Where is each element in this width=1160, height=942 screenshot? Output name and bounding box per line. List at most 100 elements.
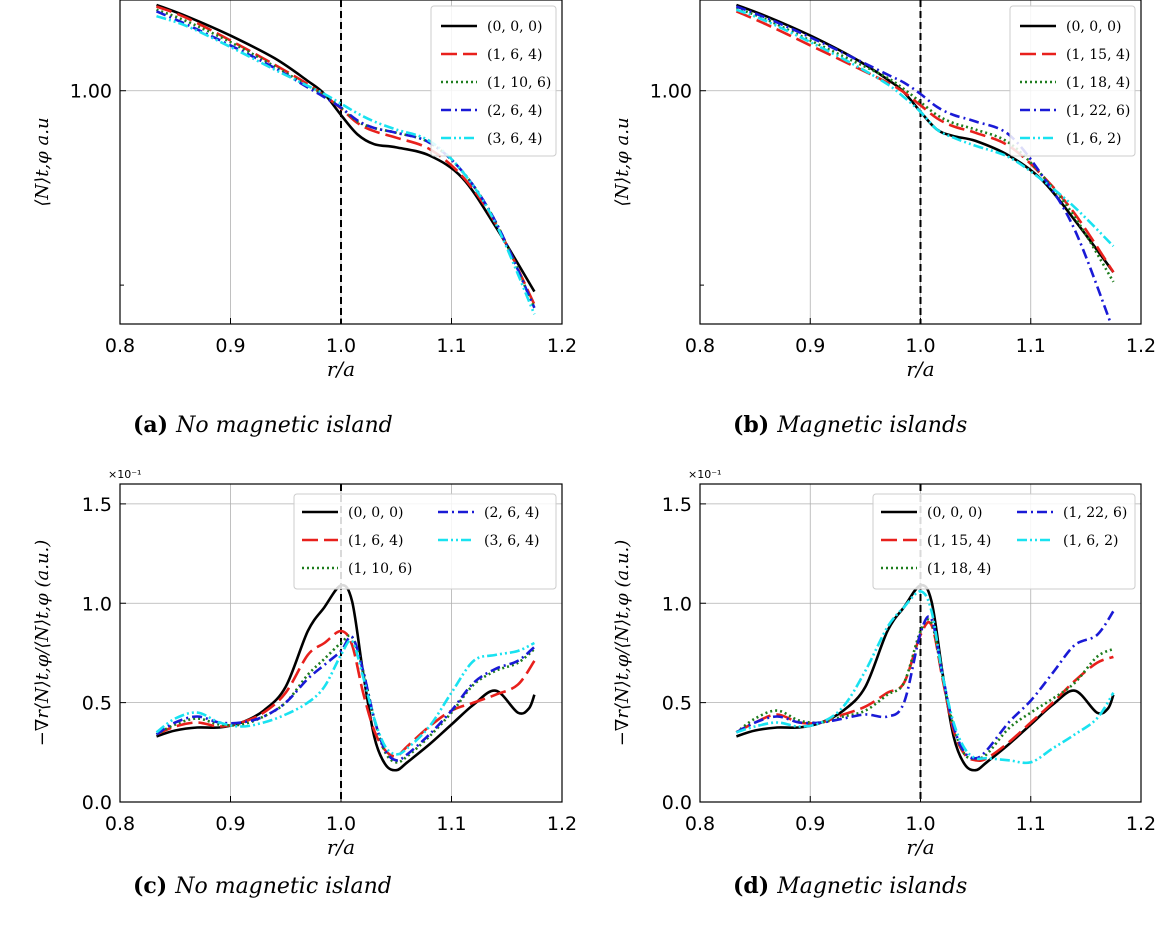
legend-label: (0, 0, 0) [1066, 19, 1121, 35]
legend-box [872, 493, 1136, 590]
legend: (0, 0, 0) (1, 6, 4) (1, 10, 6) (2, 6, 4) (3,… [293, 493, 557, 590]
legend-box [1009, 5, 1136, 157]
caption-text: No magnetic island [174, 874, 392, 899]
x-tick-label: 1.0 [326, 813, 356, 835]
plot-frame [699, 0, 1142, 325]
y-tick-label: 0.5 [662, 693, 692, 715]
panel-a: 1.00 0.8 0.9 1.0 1.1 1.2 r/a ⟨N⟩t,φ a.u (0, 0, 0… [32, 0, 577, 438]
series-line-4 [735, 590, 1115, 765]
x-tick-label: 1.0 [905, 335, 935, 357]
legend-label: (1, 18, 4) [1066, 75, 1130, 91]
x-tick-label: 1.1 [1016, 813, 1046, 835]
legend-label: (0, 0, 0) [927, 505, 982, 521]
legend-label: (1, 6, 2) [1063, 533, 1118, 549]
y-tick-label: 0.5 [82, 693, 112, 715]
legend-label: (1, 10, 6) [487, 75, 551, 91]
x-tick-label: 1.1 [436, 813, 466, 835]
y-tick-label: 0.0 [662, 792, 692, 814]
caption-text: No magnetic island [175, 413, 393, 438]
y-multiplier: ×10⁻¹ [688, 468, 721, 481]
series-line-2 [735, 618, 1114, 760]
legend-label: (2, 6, 4) [487, 103, 542, 119]
series-line-1 [735, 620, 1114, 763]
legend-label: (1, 6, 4) [487, 47, 542, 63]
series-line-0 [735, 583, 1115, 772]
caption-label: (c) [133, 873, 167, 899]
legend: (0, 0, 0) (1, 15, 4) (1, 18, 4) (1, 22, 6) (… [872, 493, 1136, 590]
x-tick-label: 0.8 [685, 813, 715, 835]
legend-label: (1, 10, 6) [348, 561, 412, 577]
x-axis-label: r/a [906, 357, 934, 381]
y-tick-label: 0.0 [82, 792, 112, 814]
caption: (c) No magnetic island [133, 873, 392, 899]
series-line-1 [155, 629, 536, 758]
legend-label: (1, 6, 4) [348, 533, 403, 549]
x-tick-label: 0.9 [215, 335, 245, 357]
legend-box [430, 5, 557, 157]
legend-label: (1, 22, 6) [1066, 103, 1130, 119]
y-tick-label: 1.00 [70, 81, 112, 103]
caption: (d) Magnetic islands [733, 873, 967, 899]
legend-label: (3, 6, 4) [487, 131, 542, 147]
x-tick-label: 1.2 [547, 813, 577, 835]
y-tick-label: 1.00 [650, 81, 692, 103]
plot-frame [699, 483, 1142, 803]
legend-label: (1, 15, 4) [927, 533, 991, 549]
x-tick-label: 1.1 [436, 335, 466, 357]
caption-label: (b) [733, 412, 769, 438]
x-tick-label: 0.8 [105, 813, 135, 835]
x-tick-label: 0.9 [215, 813, 245, 835]
caption: (a) No magnetic island [133, 412, 393, 438]
legend: (0, 0, 0) (1, 6, 4) (1, 10, 6) (2, 6, 4) (3,… [430, 5, 557, 157]
legend: (0, 0, 0) (1, 15, 4) (1, 18, 4) (1, 22, 6) (… [1009, 5, 1136, 157]
series-group [735, 583, 1115, 772]
caption-label: (d) [733, 873, 769, 899]
legend-box [293, 493, 557, 590]
y-axis-label: −∇r⟨N⟩t,φ/⟨N⟩t,φ (a.u.) [612, 540, 633, 747]
series-line-2 [735, 6, 1115, 283]
series-group [155, 3, 536, 315]
x-tick-label: 1.2 [1126, 335, 1156, 357]
x-tick-label: 0.9 [795, 813, 825, 835]
x-tick-label: 0.8 [685, 335, 715, 357]
y-tick-label: 1.5 [82, 494, 112, 516]
legend-label: (0, 0, 0) [487, 19, 542, 35]
x-tick-label: 1.2 [547, 335, 577, 357]
x-axis-label: r/a [906, 835, 934, 859]
caption-text: Magnetic islands [776, 874, 967, 899]
x-axis-label: r/a [327, 835, 355, 859]
x-tick-label: 1.0 [326, 335, 356, 357]
panel-d: 0.0 0.5 1.0 1.5 0.8 0.9 1.0 1.1 1.2 ×10⁻¹ r/a −∇r⟨N… [612, 468, 1156, 899]
y-tick-label: 1.5 [662, 494, 692, 516]
series-line-2 [155, 634, 536, 764]
caption-text: Magnetic islands [776, 413, 967, 438]
series-group [155, 583, 536, 772]
series-line-4 [155, 638, 535, 756]
x-axis-label: r/a [327, 357, 355, 381]
legend-label: (3, 6, 4) [484, 533, 539, 549]
series-line-4 [735, 8, 1115, 248]
caption-label: (a) [133, 412, 168, 438]
series-line-3 [735, 610, 1115, 760]
series-line-4 [156, 14, 536, 315]
panel-c: 0.0 0.5 1.0 1.5 0.8 0.9 1.0 1.1 1.2 ×10⁻¹ r/a −∇r⟨N… [32, 468, 577, 899]
series-group [735, 3, 1115, 324]
y-tick-label: 1.0 [82, 593, 112, 615]
y-axis-label: −∇r⟨N⟩t,φ/⟨N⟩t,φ (a.u.) [32, 540, 53, 747]
legend-label: (0, 0, 0) [348, 505, 403, 521]
y-axis-label: ⟨N⟩t,φ a.u [612, 117, 633, 206]
x-tick-label: 0.9 [795, 335, 825, 357]
x-tick-label: 1.0 [905, 813, 935, 835]
x-tick-label: 0.8 [105, 335, 135, 357]
legend-label: (1, 18, 4) [927, 561, 991, 577]
x-tick-label: 1.2 [1126, 813, 1156, 835]
plot-frame [119, 483, 563, 803]
legend-label: (2, 6, 4) [484, 505, 539, 521]
x-tick-label: 1.1 [1016, 335, 1046, 357]
series-line-3 [155, 635, 536, 762]
y-axis-label: ⟨N⟩t,φ a.u [32, 117, 53, 206]
panel-b: 1.00 0.8 0.9 1.0 1.1 1.2 r/a ⟨N⟩t,φ a.u (0, 0, 0… [612, 0, 1156, 438]
y-tick-label: 1.0 [662, 593, 692, 615]
legend-label: (1, 15, 4) [1066, 47, 1130, 63]
